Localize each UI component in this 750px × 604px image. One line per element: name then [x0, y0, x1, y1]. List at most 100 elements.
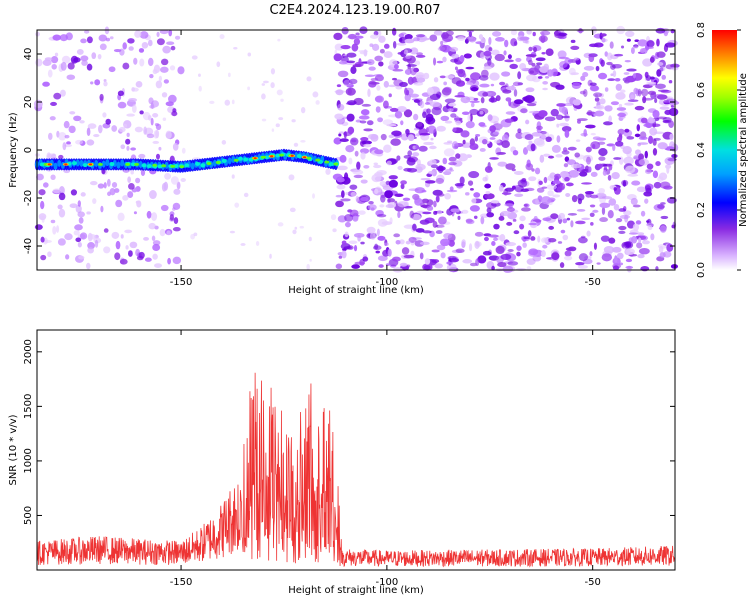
heatmap-cell — [431, 249, 440, 253]
heatmap-cell — [215, 160, 221, 164]
heatmap-cell — [533, 215, 538, 220]
heatmap-cell — [405, 55, 411, 60]
heatmap-cell — [440, 40, 444, 46]
heatmap-cell — [657, 62, 664, 66]
heatmap-cell — [428, 170, 435, 175]
heatmap-cell — [623, 156, 634, 165]
heatmap-cell — [78, 255, 85, 260]
heatmap-cell — [302, 156, 307, 159]
heatmap-cell — [634, 39, 640, 42]
heatmap-cell — [348, 240, 358, 245]
heatmap-cell — [343, 131, 347, 139]
heatmap-cell — [659, 66, 666, 72]
heatmap-cell — [334, 43, 344, 51]
heatmap-cell — [491, 240, 496, 247]
heatmap-cell — [540, 35, 546, 44]
heatmap-cell — [35, 31, 40, 37]
heatmap-cell — [455, 248, 465, 253]
heatmap-cell — [387, 248, 392, 257]
heatmap-cell — [117, 101, 127, 109]
heatmap-cell — [163, 79, 169, 84]
heatmap-cell — [618, 103, 623, 108]
heatmap-cell — [401, 247, 410, 255]
heatmap-cell — [656, 38, 660, 47]
heatmap-cell — [69, 111, 76, 115]
heatmap-cell — [457, 36, 466, 41]
heatmap-cell — [419, 219, 430, 225]
heatmap-cell — [455, 153, 461, 159]
heatmap-cell — [352, 215, 359, 222]
heatmap-cell — [543, 153, 551, 157]
heatmap-cell — [142, 111, 151, 121]
heatmap-cell — [585, 192, 592, 198]
heatmap-cell — [312, 91, 319, 98]
heatmap-cell — [79, 120, 85, 124]
heatmap-cell — [172, 202, 181, 210]
heatmap-cell — [527, 230, 532, 238]
heatmap-cell — [400, 120, 404, 126]
heatmap-cell — [587, 110, 593, 116]
heatmap-cell — [367, 133, 379, 140]
spectrogram-ylabel: Frequency (Hz) — [8, 112, 19, 188]
heatmap-cell — [450, 58, 459, 63]
heatmap-cell — [470, 72, 481, 81]
heatmap-cell — [655, 27, 666, 34]
heatmap-cell — [146, 210, 152, 219]
heatmap-cell — [46, 152, 52, 161]
heatmap-cell — [636, 186, 647, 193]
heatmap-cell — [426, 205, 434, 211]
heatmap-cell — [388, 179, 398, 188]
heatmap-cell — [221, 158, 227, 163]
heatmap-cell — [469, 143, 479, 150]
heatmap-cell — [671, 224, 676, 229]
heatmap-cell — [469, 188, 474, 191]
heatmap-cell — [632, 204, 641, 208]
heatmap-cell — [315, 158, 321, 162]
heatmap-cell — [491, 49, 500, 56]
heatmap-cell — [433, 77, 439, 83]
heatmap-cell — [435, 230, 443, 234]
heatmap-cell — [415, 54, 426, 58]
heatmap-cell — [135, 177, 141, 184]
heatmap-cell — [148, 97, 154, 105]
heatmap-cell — [601, 37, 606, 43]
heatmap-cell — [338, 255, 343, 259]
heatmap-cell — [119, 258, 128, 265]
heatmap-cell — [369, 81, 380, 85]
heatmap-cell — [437, 210, 443, 215]
heatmap-cell — [240, 243, 246, 246]
heatmap-cell — [415, 34, 426, 38]
heatmap-cell — [159, 29, 169, 35]
heatmap-cell — [308, 236, 312, 242]
heatmap-cell — [66, 141, 71, 145]
heatmap-cell — [391, 77, 398, 81]
heatmap-cell — [478, 122, 486, 127]
heatmap-cell — [670, 105, 675, 108]
heatmap-cell — [380, 133, 387, 141]
heatmap-cell — [561, 125, 572, 133]
heatmap-cell — [653, 137, 661, 141]
heatmap-cell — [376, 228, 380, 237]
heatmap-cell — [645, 75, 652, 81]
heatmap-cell — [526, 103, 537, 107]
heatmap-cell — [638, 153, 645, 161]
heatmap-cell — [488, 97, 498, 103]
heatmap-cell — [505, 111, 516, 115]
heatmap-cell — [420, 177, 431, 181]
heatmap-cell — [336, 184, 346, 190]
heatmap-cell — [130, 169, 134, 175]
heatmap-cell — [589, 251, 593, 257]
heatmap-cell — [537, 110, 548, 118]
heatmap-cell — [397, 165, 403, 170]
heatmap-cell — [170, 164, 176, 168]
heatmap-cell — [404, 34, 413, 40]
heatmap-cell — [69, 203, 78, 209]
heatmap-cell — [361, 103, 372, 107]
heatmap-cell — [105, 118, 111, 125]
colorbar-tick-label: 0.4 — [696, 142, 707, 158]
heatmap-cell — [430, 164, 438, 169]
heatmap-cell — [156, 38, 165, 46]
heatmap-cell — [507, 249, 514, 252]
heatmap-cell — [48, 132, 53, 141]
heatmap-cell — [383, 43, 390, 49]
